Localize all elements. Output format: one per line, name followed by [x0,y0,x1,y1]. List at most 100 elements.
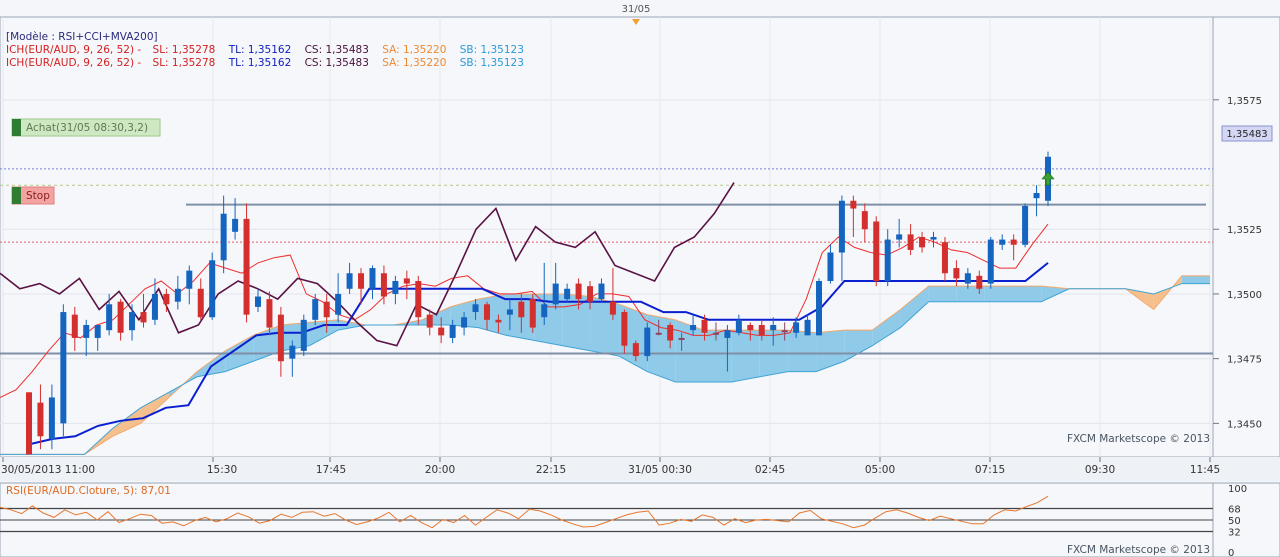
candle-body [861,211,868,230]
cloud-segment [900,286,929,328]
chikou-span-line [0,182,735,347]
candle-body [140,312,147,323]
cloud-segment [816,330,845,372]
candle-body [793,322,800,333]
legend-cs: CS: 1,35483 [305,44,369,56]
candle-body [804,319,811,336]
stop-order-label: Stop [26,190,50,202]
buy-handle-icon[interactable] [12,119,21,136]
cloud-segment [196,350,226,377]
cloud-segment [478,293,507,336]
price-axis-panel[interactable] [1212,16,1280,458]
candle-body [346,273,353,289]
candle-body [94,325,101,338]
candle-body [323,301,330,318]
candle-body [701,319,708,333]
candle-body [816,281,823,336]
candle-body [712,332,719,335]
rsi-line [0,495,1049,529]
candle-body [930,237,937,240]
candle-body [232,218,239,232]
time-tick-label: 22:15 [536,464,566,476]
time-tick-label: 09:30 [1085,464,1115,476]
legend-sl: SL: 1,35278 [153,44,216,56]
legend: [Modèle : RSI+CCI+MVA200] ICH(EUR/AUD, 9… [6,31,524,69]
candle-body [335,293,342,315]
candle-body [37,402,44,437]
oscillator-watermark: FXCM Marketscope © 2013 [1067,544,1210,556]
candle-body [197,288,204,318]
time-tick-label: 31/05 00:30 [628,464,692,476]
current-price-label: 1,35483 [1226,129,1267,140]
candle-body [575,283,582,300]
candle-body [609,301,616,315]
candle-body [438,327,445,336]
legend-prefix: ICH(EUR/AUD, 9, 26, 52) - [6,57,141,69]
main-plot-area[interactable] [0,16,1214,458]
cloud-segment [1153,275,1182,310]
cloud-segment [1013,286,1042,302]
candle-body [999,239,1006,245]
candle-body [449,325,456,338]
candle-body [541,304,548,318]
cloud-segment [787,330,817,372]
cloud-segment [703,330,732,382]
senkou-span-a-line [0,275,1210,455]
candle-body [220,213,227,261]
time-axis: 30/05/2013 11:00 15:30 17:45 20:00 22:15 31/0… [1,457,1220,476]
cloud-segment [647,314,676,382]
candle-body [209,260,216,318]
candle-body [358,273,365,289]
candle-body [644,327,651,357]
order-lines [0,168,1213,243]
candle-body [941,242,948,274]
legend-line-1: ICH(EUR/AUD, 9, 26, 52) - SL: 1,35278 TL… [6,44,524,56]
candle-body [781,330,788,333]
candle-body [461,317,468,328]
candle-body [747,325,754,331]
candle-body [151,293,158,320]
candle-body [60,312,67,424]
candle-body [632,343,639,357]
candle-body [964,273,971,284]
time-tick-label: 15:30 [207,464,237,476]
stop-order-tag[interactable]: Stop [11,186,55,205]
candle-body [71,314,78,338]
time-tick-label: 17:45 [316,464,346,476]
legend-tl: TL: 1,35162 [228,57,292,69]
candle-body [884,239,891,281]
candle-body [483,304,490,320]
candle-body [472,304,479,313]
cloud-segment [928,286,957,302]
legend-sl: SL: 1,35278 [153,57,216,69]
candle-body [289,345,296,359]
candle-body [277,314,284,362]
stop-handle-icon[interactable] [12,187,21,204]
candle-body [667,325,674,341]
candle-body [266,299,273,328]
candle-body [186,270,193,289]
candle-body [117,301,124,333]
candle-body [243,218,250,315]
cloud-segment [731,330,760,382]
candle-body [254,296,261,307]
price-axis: 1,3575 1,3525 1,3500 1,3475 1,3450 [1213,96,1262,430]
candle-body [1022,205,1029,245]
price-tick-label: 1,3525 [1227,225,1262,236]
candle-body [1010,239,1017,245]
candle-body [724,330,731,338]
candle-body [529,299,536,328]
buy-order-tag[interactable]: Achat(31/05 08:30,3,2) [11,118,161,137]
candle-body [919,237,926,248]
legend-sb: SB: 1,35123 [460,57,524,69]
candle-body [987,239,994,284]
oscillator-level-label: 68 [1228,504,1241,515]
current-price-tag: 1,35483 [1221,125,1273,142]
candle-body [621,312,628,346]
legend-tl: TL: 1,35162 [228,44,292,56]
chart-watermark: FXCM Marketscope © 2013 [1067,433,1210,445]
time-tick-label: 05:00 [865,464,895,476]
date-marker-arrow-icon [632,19,640,25]
